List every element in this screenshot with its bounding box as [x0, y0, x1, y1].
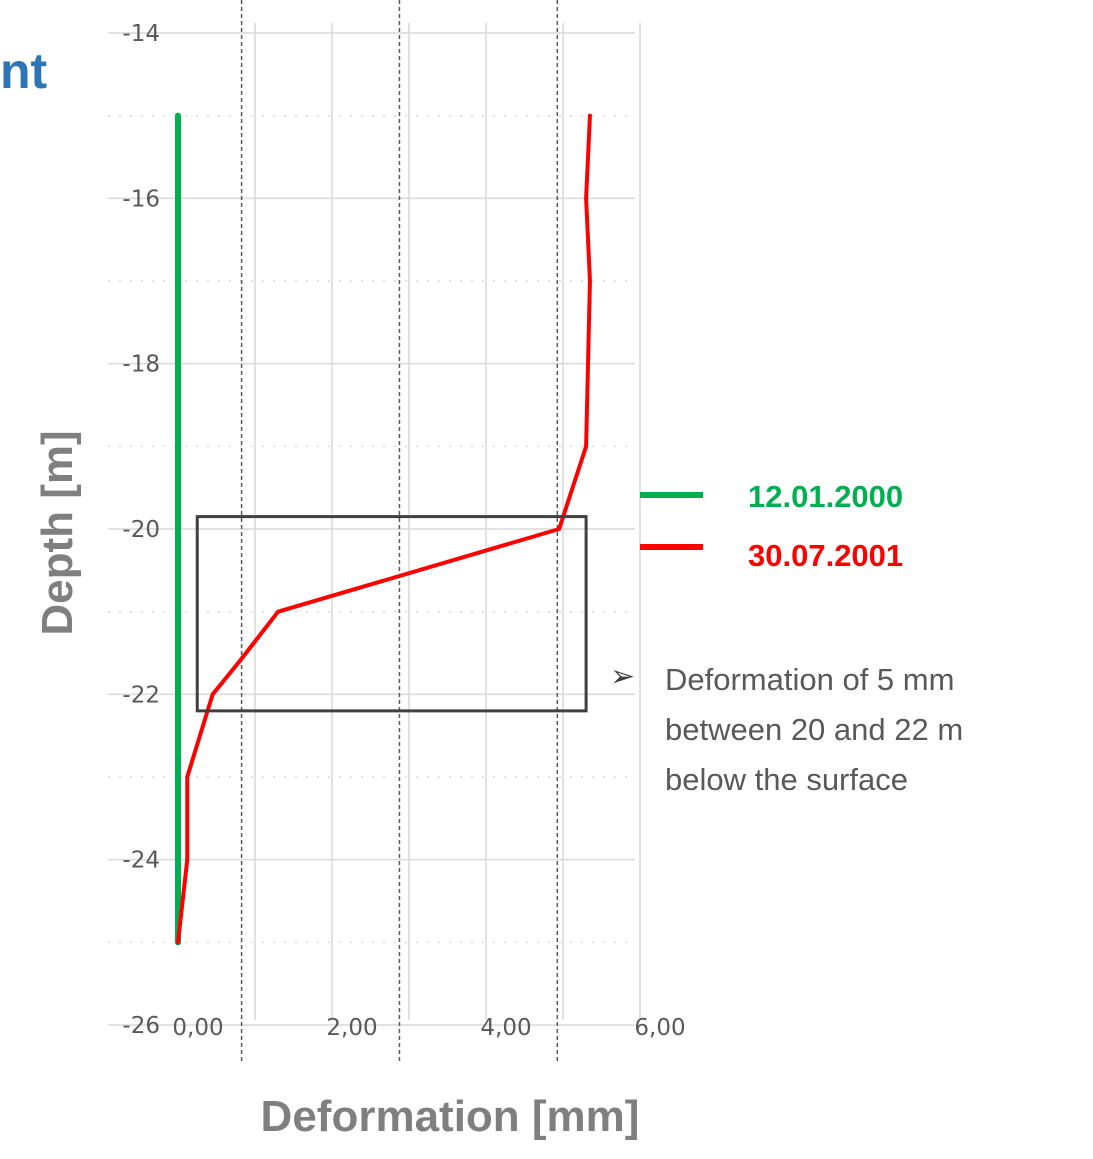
legend-label-30-07-2001: 30.07.2001 — [748, 538, 903, 573]
x-tick-label: 6,00 — [634, 1015, 685, 1041]
x-tick-labels: 0,00 2,00 4,00 6,00 — [172, 1015, 685, 1041]
annotation-line-1: Deformation of 5 mm — [665, 662, 955, 697]
annotation-line-3: below the surface — [665, 762, 908, 797]
data-series — [175, 112, 592, 946]
slide-title-fragment: nt — [0, 43, 48, 99]
vertical-gridlines — [254, 23, 641, 1020]
y-tick-label: -26 — [122, 1013, 160, 1039]
y-tick-label: -18 — [122, 352, 160, 378]
y-tick-labels: -26 -24 -22 -20 -18 -16 -14 — [122, 21, 160, 1039]
y-tick-label: -20 — [122, 517, 160, 543]
annotation-line-2: between 20 and 22 m — [665, 712, 964, 747]
y-tick-label: -16 — [122, 186, 160, 212]
legend: 12.01.2000 30.07.2001 — [640, 479, 903, 573]
x-axis-title: Deformation [mm] — [261, 1092, 640, 1141]
x-tick-label: 4,00 — [480, 1015, 531, 1041]
y-tick-label: -14 — [122, 21, 160, 47]
arrow-bullet-icon: ➢ — [610, 659, 636, 694]
series-line-30-07-2001 — [176, 113, 592, 945]
x-tick-label: 0,00 — [172, 1015, 223, 1041]
legend-label-12-01-2000: 12.01.2000 — [748, 479, 903, 514]
highlight-box — [195, 515, 588, 713]
x-tick-label: 2,00 — [326, 1015, 377, 1041]
y-tick-label: -22 — [122, 682, 160, 708]
reference-dashed-lines — [240, 0, 559, 1062]
y-tick-label: -24 — [122, 848, 160, 874]
y-axis-title: Depth [m] — [33, 430, 82, 635]
